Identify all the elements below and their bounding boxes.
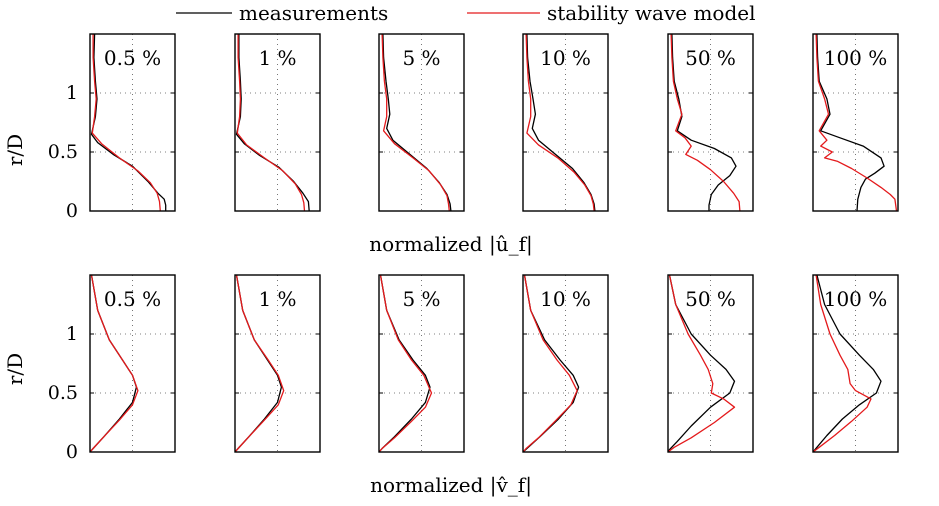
series-measurements-line xyxy=(235,34,310,211)
panel-label: 100 % xyxy=(824,287,888,311)
panel-frame xyxy=(667,274,754,453)
top-ytick-label: 1 xyxy=(66,82,78,104)
bottom-ylabel: r/D xyxy=(3,353,27,385)
top-panel-6: 100 % xyxy=(812,33,899,212)
series-measurements-line xyxy=(668,275,736,452)
legend-model-label: stability wave model xyxy=(547,1,756,25)
series-model-line xyxy=(525,34,595,211)
series-model-line xyxy=(670,34,741,211)
top-panel-2: 1 % xyxy=(234,33,321,212)
top-panel-5: 50 % xyxy=(667,33,754,212)
panel-frame xyxy=(378,33,465,212)
panel-frame xyxy=(89,274,176,453)
panel-label: 100 % xyxy=(824,46,888,70)
panel-frame xyxy=(812,274,899,453)
series-model-line xyxy=(379,275,433,452)
legend-measurements-label: measurements xyxy=(239,1,388,25)
series-model-line xyxy=(235,275,285,452)
top-panel-3: 5 % xyxy=(378,33,465,212)
panel-label: 10 % xyxy=(540,287,591,311)
top-panel-4: 10 % xyxy=(522,33,609,212)
bottom-panel-5: 50 % xyxy=(667,274,754,453)
series-measurements-line xyxy=(813,275,882,452)
top-panel-1: 0.5 % xyxy=(89,33,176,212)
top-ytick-label: 0.5 xyxy=(48,141,78,163)
series-model-line xyxy=(668,275,736,452)
panel-label: 0.5 % xyxy=(104,46,161,70)
series-measurements-line xyxy=(671,34,737,211)
panel-label: 5 % xyxy=(402,287,440,311)
panel-frame xyxy=(667,33,754,212)
panel-frame xyxy=(812,33,899,212)
series-measurements-line xyxy=(816,34,885,211)
panel-frame xyxy=(89,33,176,212)
bottom-panel-2: 1 % xyxy=(234,274,321,453)
legend: measurements stability wave model xyxy=(176,1,756,25)
panel-label: 1 % xyxy=(258,46,296,70)
panel-label: 50 % xyxy=(685,287,736,311)
series-model-line xyxy=(523,275,578,452)
panel-label: 50 % xyxy=(685,46,736,70)
panel-frame xyxy=(234,274,321,453)
bottom-panel-4: 10 % xyxy=(522,274,609,453)
panels: 0 0.5 1 0.5 % 1 % 5 % 10 % 50 % 100 % 0 0.5 1 0.5 % 1… xyxy=(48,33,899,463)
series-model-line xyxy=(90,275,139,452)
panel-label: 5 % xyxy=(402,46,440,70)
series-model-line xyxy=(91,34,161,211)
series-model-line xyxy=(381,34,450,211)
series-measurements-line xyxy=(90,34,167,211)
top-ytick-label: 0 xyxy=(66,200,78,222)
bottom-ytick-label: 0 xyxy=(66,441,78,463)
panel-label: 1 % xyxy=(258,287,296,311)
panel-label: 10 % xyxy=(540,46,591,70)
panel-frame xyxy=(234,33,321,212)
series-model-line xyxy=(236,34,306,211)
bottom-xlabel: normalized |v̂_f| xyxy=(370,473,532,498)
panel-label: 0.5 % xyxy=(104,287,161,311)
panel-frame xyxy=(522,33,609,212)
panel-frame xyxy=(522,274,609,453)
bottom-ytick-label: 0.5 xyxy=(48,382,78,404)
series-model-line xyxy=(813,275,872,452)
bottom-ytick-label: 1 xyxy=(66,323,78,345)
top-ylabel: r/D xyxy=(3,134,27,166)
top-xlabel: normalized |û_f| xyxy=(369,232,532,257)
series-model-line xyxy=(815,34,898,211)
panel-frame xyxy=(378,274,465,453)
bottom-panel-6: 100 % xyxy=(812,274,899,453)
bottom-panel-1: 0.5 % xyxy=(89,274,176,453)
bottom-panel-3: 5 % xyxy=(378,274,465,453)
